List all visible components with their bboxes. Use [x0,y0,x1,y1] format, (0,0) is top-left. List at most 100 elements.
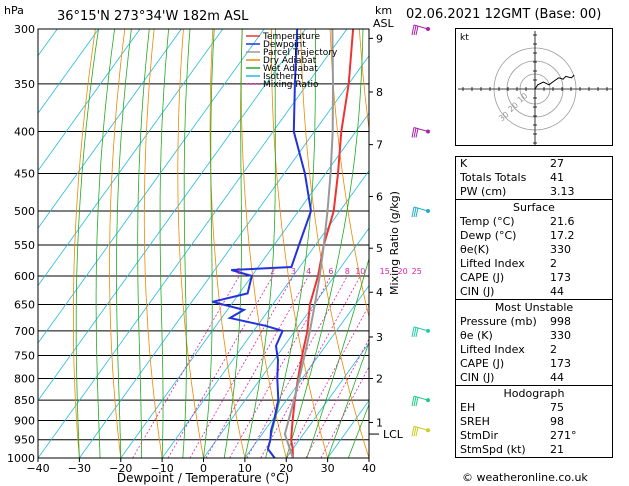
wet-adiabat-line [116,29,132,458]
surface-label: θe(K) [460,243,490,256]
surface-value: 21.6 [550,215,575,228]
wet-adiabat-line [159,29,169,458]
wind-barb-flag [415,396,419,407]
x-tick-label: 10 [238,462,252,475]
mixing-ratio-tick-label: 2 [270,267,275,276]
index-row-k: K 27 [456,157,612,171]
hodograph-panel: kt 10 20 30 [455,28,613,146]
asl-unit-label: ASL [373,17,395,30]
most-unstable-label: θe (K) [460,329,493,342]
km-tick-label: 3 [376,331,383,344]
most-unstable-title: Most Unstable [494,301,574,314]
wind-barb-flag [411,24,415,36]
mixing-ratio-tick-label: 6 [328,267,333,276]
hodograph-stat-label: StmDir [460,429,499,442]
mixing-ratio-line [189,275,294,458]
pressure-tick-label: 700 [14,325,35,338]
dry-adiabat-line [623,29,629,458]
most-unstable-row: Lifted Index 2 [456,343,612,357]
surface-row: θe(K) 330 [456,243,612,257]
legend-label: Temperature [262,32,320,42]
temperature-axis: −40 −30 −20 −10 0 10 20 30 40 [26,458,376,475]
wet-adiabat-line [306,257,369,458]
surface-label: Temp (°C) [460,215,515,228]
x-tick-label: 30 [321,462,335,475]
hodograph-stat-value: 98 [550,415,564,428]
wind-barb-flag [415,327,419,338]
x-axis-label: Dewpoint / Temperature (°C) [117,471,289,485]
profile-lines [212,29,355,458]
mixing-ratio-tick-label: 15 [380,267,390,276]
isotherm-line [79,55,369,458]
hpa-unit-label: hPa [4,4,24,17]
km-unit-label: km [375,4,392,17]
index-label: Totals Totals [460,171,527,184]
dry-adiabat-line [359,29,369,133]
index-value: 41 [550,171,564,184]
x-tick-label: −40 [26,462,49,475]
wind-barb-dot [426,328,430,333]
dry-adiabat-line [209,29,246,458]
isotherm-line [203,227,369,458]
pressure-tick-label: 400 [14,126,35,139]
mixing-ratio-axis-label: Mixing Ratio (g/kg) [388,191,401,295]
wind-barb-flag [415,207,419,218]
index-row-pw: PW (cm) 3.13 [456,185,612,199]
isotherm-line [38,29,99,114]
pressure-tick-label: 600 [14,270,35,283]
surface-label: CIN (J) [460,285,495,298]
pressure-tick-label: 1000 [7,452,35,465]
most-unstable-label: CAPE (J) [460,357,505,370]
hodograph-title: Hodograph [503,387,565,400]
pressure-tick-label: 900 [14,414,35,427]
legend-label: Parcel Trajectory [263,48,338,58]
hodograph-ring-label: 10 [516,91,530,104]
km-tick-label: 8 [376,86,383,99]
mixing-ratio-line [260,275,361,458]
wet-adiabat-line [95,29,115,458]
index-value: 3.13 [550,185,575,198]
most-unstable-value: 173 [550,357,571,370]
km-tick-label: 6 [376,190,383,203]
x-tick-label: −20 [109,462,132,475]
most-unstable-row: θe (K) 330 [456,329,612,343]
mixing-ratio-tick-label: 10 [355,267,365,276]
hodograph-stat-label: EH [460,401,476,414]
index-row-tt: Totals Totals 41 [456,171,612,185]
wind-barb-flag [411,326,415,338]
hodograph-trace [534,74,575,90]
pressure-tick-label: 750 [14,349,35,362]
wet-adiabat-line [327,341,369,458]
surface-value: 330 [550,243,571,256]
km-tick-label: 9 [376,32,383,45]
hodograph-stat-value: 271° [550,429,577,442]
wind-barbs [411,24,430,437]
pressure-tick-label: 450 [14,167,35,180]
x-tick-label: −10 [151,462,174,475]
wind-barb-flag [413,127,417,138]
credit-footer: © weatheronline.co.uk [462,471,588,484]
x-tick-label: −30 [68,462,91,475]
hodograph-section: Hodograph EH 75 SREH 98 StmDir 271° StmSpd (kt… [456,385,612,457]
surface-value: 2 [550,257,557,270]
dry-adiabat-line [329,29,369,319]
hodograph-stat-label: StmSpd (kt) [460,443,526,456]
legend-label: Dry Adiabat [263,56,317,66]
hodograph-stat-row: SREH 98 [456,415,612,429]
wet-adiabat-line [285,29,364,458]
wind-barb-dot [426,27,430,31]
mixing-ratio-tick-label: 25 [412,267,422,276]
mixing-ratio-line [167,275,274,458]
mixing-ratio-tick-label: 1 [237,267,242,276]
most-unstable-label: Pressure (mb) [460,315,537,328]
legend-label: Isotherm [263,72,303,82]
surface-value: 44 [550,285,564,298]
pressure-tick-label: 500 [14,205,35,218]
most-unstable-row: CAPE (J) 173 [456,357,612,371]
isotherm-line [38,29,265,344]
legend-label: Wet Adiabat [263,64,318,74]
legend-label: Dewpoint [263,40,306,50]
wind-barb-dot [426,129,430,134]
